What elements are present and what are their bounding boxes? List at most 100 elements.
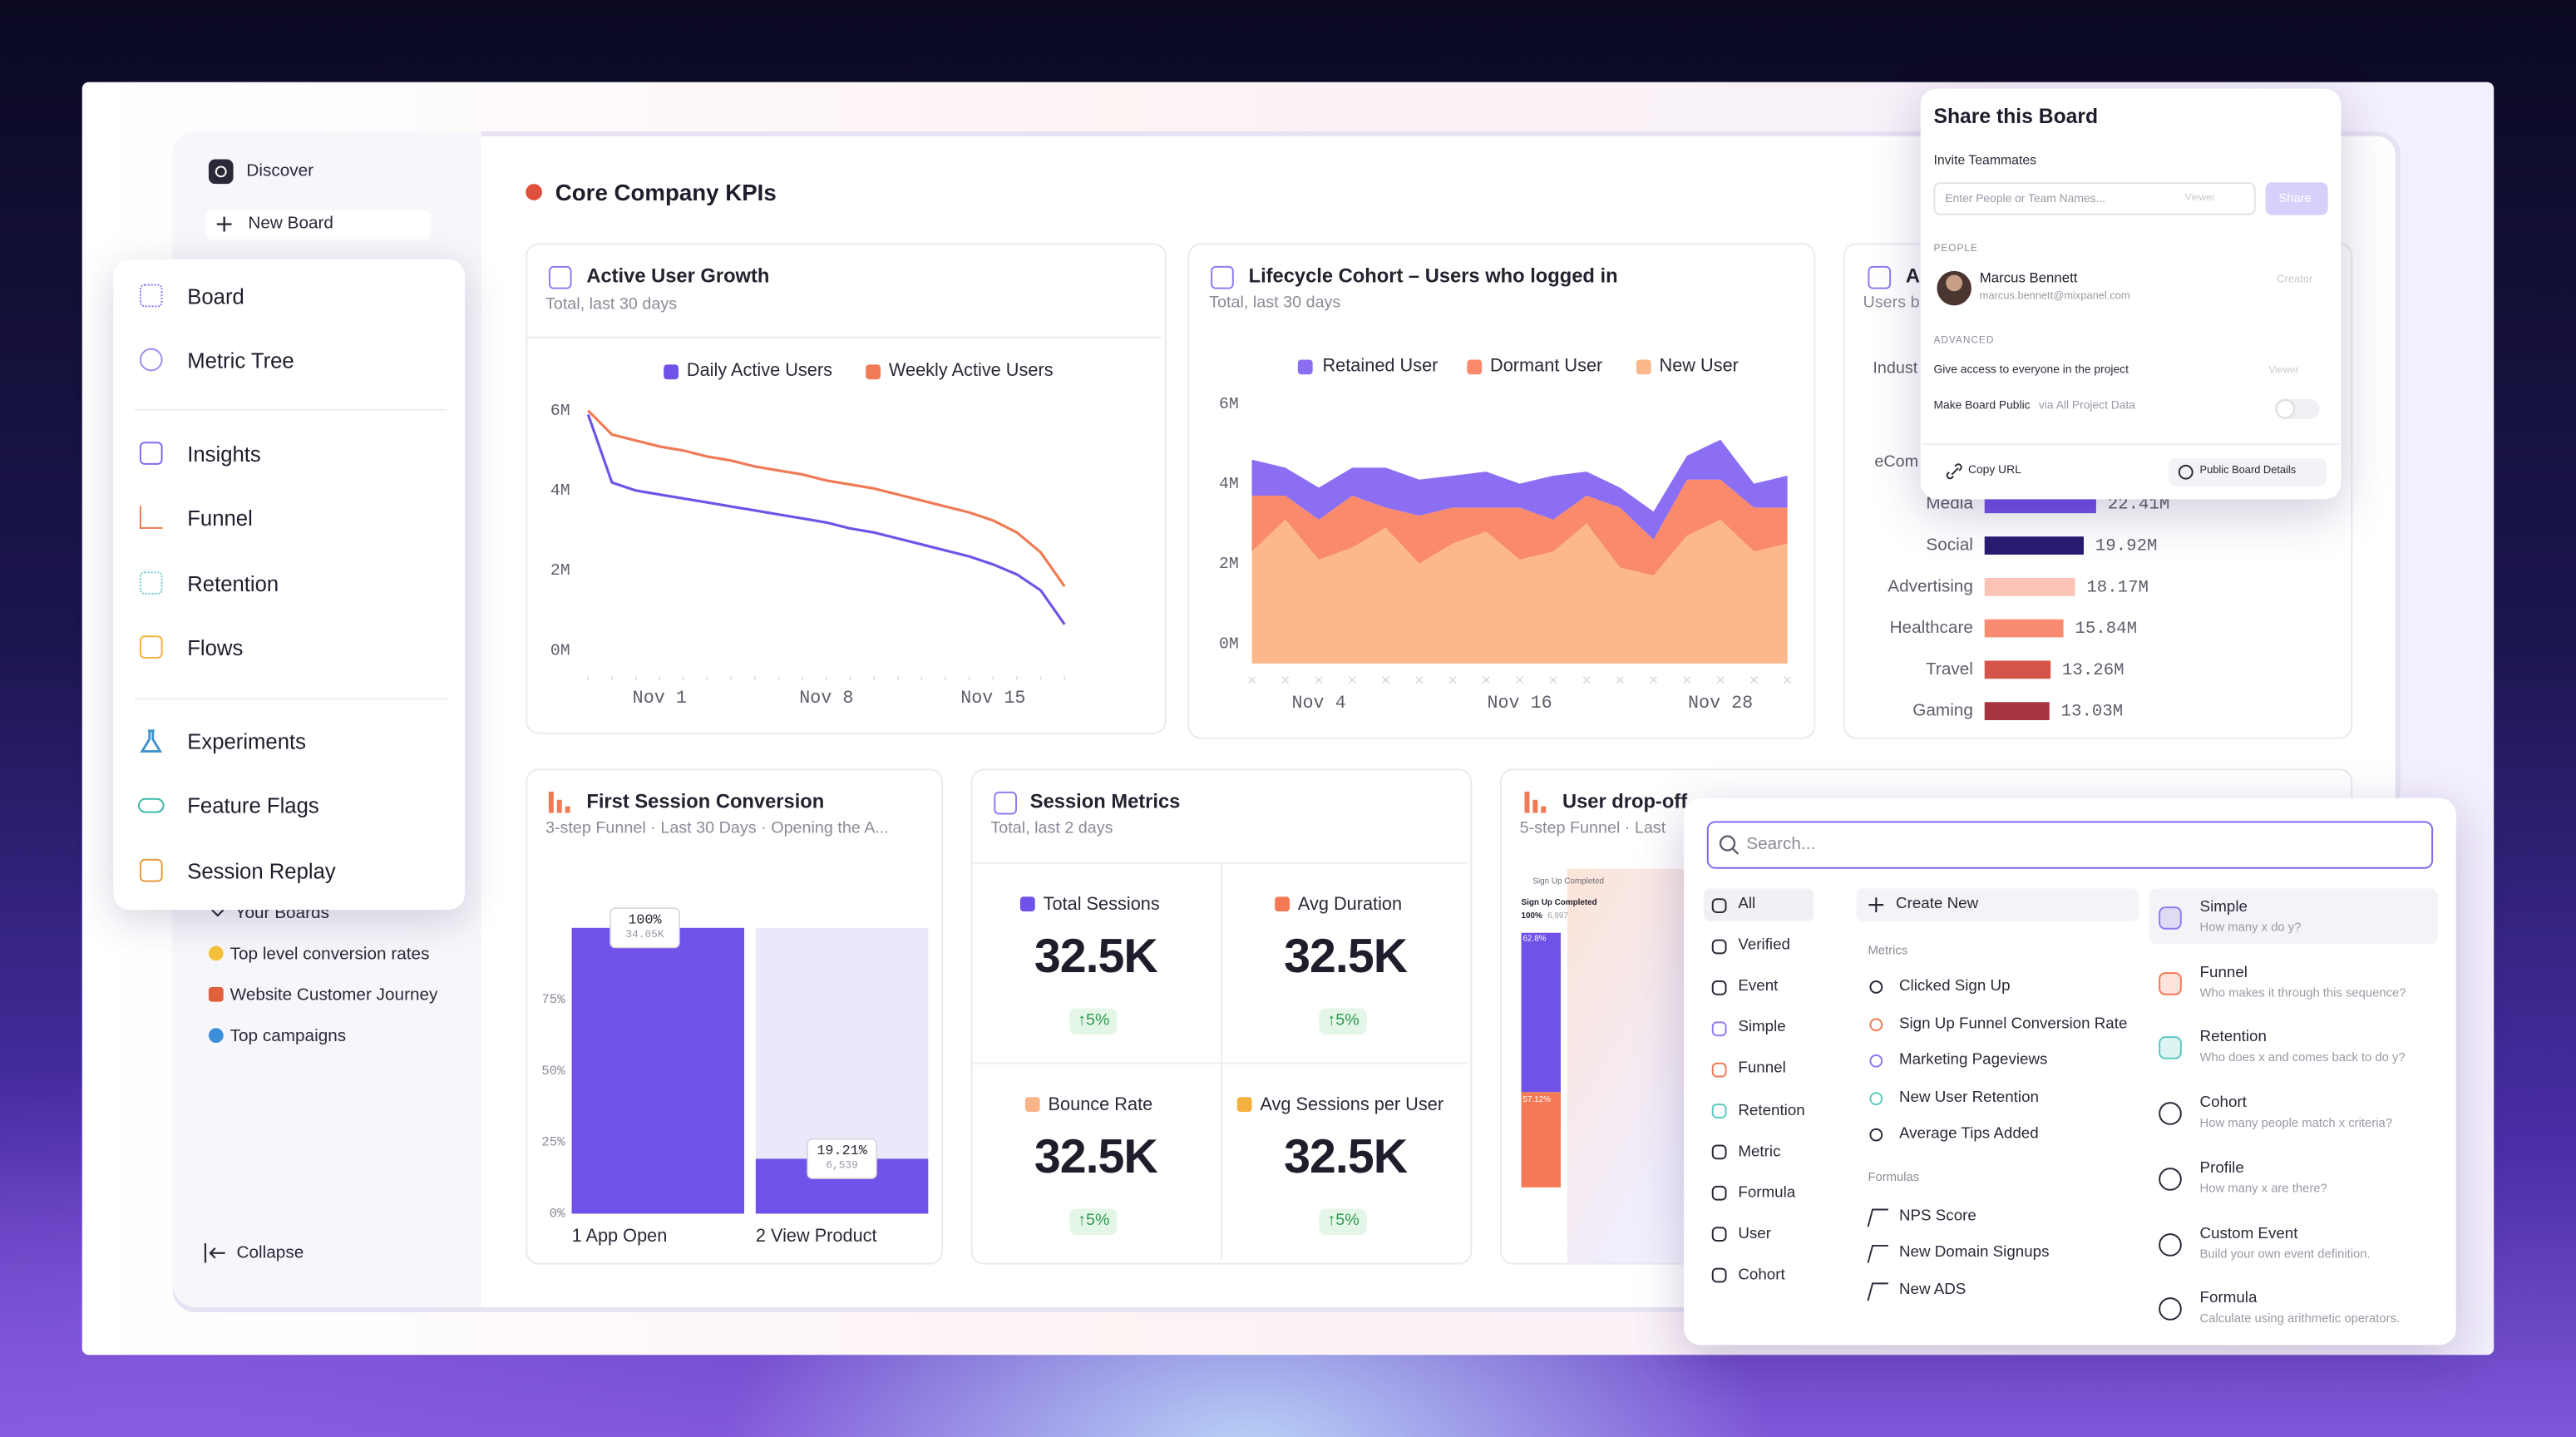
legend-label: Daily Active Users (686, 361, 833, 382)
type-name[interactable]: Formula (2199, 1289, 2258, 1308)
filter-item[interactable]: Metric (1738, 1142, 1781, 1161)
card-subtitle: Users b (1863, 294, 1920, 313)
drop-off-step-count: 6,997 (1547, 911, 1568, 921)
card-subtitle: 5-step Funnel · Last (1519, 819, 1666, 838)
metric-item[interactable]: Sign Up Funnel Conversion Rate (1898, 1014, 2128, 1033)
plus-icon (216, 216, 232, 232)
value-label-box (609, 907, 680, 949)
metric-value: 32.5K (1284, 931, 1408, 984)
copy-url-button[interactable]: Copy URL (1967, 464, 2021, 477)
collapse-button[interactable]: Collapse (236, 1242, 304, 1263)
invite-input[interactable] (1933, 182, 2256, 215)
filter-icon (1711, 1227, 1727, 1242)
formula-item[interactable]: New Domain Signups (1898, 1243, 2050, 1262)
nav-item[interactable]: Board (187, 284, 244, 309)
invite-placeholder[interactable]: Enter People or Team Names... (1945, 194, 2106, 205)
metric-item[interactable]: Clicked Sign Up (1898, 977, 2011, 995)
board-link[interactable]: Top campaigns (229, 1026, 347, 1046)
type-icon (2159, 1167, 2182, 1191)
create-new-button[interactable] (1856, 888, 2139, 921)
divider (135, 698, 447, 700)
feature-flags-icon (137, 798, 165, 813)
filter-item[interactable]: All (1738, 895, 1756, 914)
metric-item[interactable]: Average Tips Added (1898, 1124, 2039, 1143)
funnel-icon (139, 506, 163, 529)
board-link[interactable]: Website Customer Journey (229, 985, 438, 1005)
filter-item[interactable]: Verified (1738, 936, 1790, 955)
metric-item[interactable]: New User Retention (1898, 1088, 2039, 1107)
formula-item[interactable]: NPS Score (1898, 1207, 1976, 1226)
type-name[interactable]: Retention (2199, 1029, 2267, 1047)
type-name[interactable]: Custom Event (2199, 1224, 2298, 1242)
role-select[interactable]: Viewer (2184, 194, 2215, 204)
type-icon (2159, 971, 2182, 995)
metric-name: Bounce Rate (1048, 1095, 1153, 1115)
x-tick (1749, 676, 1758, 684)
new-board-button[interactable] (205, 210, 431, 240)
chevron-icon (211, 909, 225, 917)
search-placeholder[interactable]: Search... (1746, 834, 1816, 854)
type-name[interactable]: Cohort (2199, 1094, 2247, 1113)
type-name[interactable]: Profile (2199, 1158, 2244, 1178)
search-input[interactable] (1706, 821, 2434, 869)
legend-label: New User (1659, 356, 1739, 377)
filter-icon (1711, 1062, 1727, 1078)
y-tick-label: 0M (1219, 635, 1239, 653)
value-label: 19.21% (817, 1143, 867, 1159)
bar (1984, 619, 2064, 638)
nav-item[interactable]: Flows (187, 635, 244, 660)
nav-item[interactable]: Feature Flags (187, 793, 319, 818)
discover-icon-dot (215, 165, 227, 178)
board-link[interactable]: Top level conversion rates (229, 944, 430, 965)
new-board-label[interactable]: New Board (248, 213, 333, 234)
public-details-button[interactable] (2169, 457, 2327, 486)
metric-swatch (1275, 896, 1290, 912)
card-subtitle: Total, last 30 days (1209, 294, 1341, 313)
filter-item[interactable]: Cohort (1738, 1266, 1785, 1285)
filter-item[interactable]: User (1738, 1224, 1771, 1243)
filter-item[interactable]: Event (1738, 977, 1779, 996)
filter-icon (1711, 980, 1727, 995)
filter-item[interactable]: Retention (1738, 1101, 1805, 1119)
metric-change: ↑5% (1319, 1208, 1368, 1236)
type-name[interactable]: Simple (2199, 898, 2248, 916)
filter-item[interactable]: Simple (1738, 1018, 1786, 1037)
bar (1984, 536, 2084, 555)
type-name[interactable]: Funnel (2199, 963, 2248, 982)
advanced-heading: ADVANCED (1933, 336, 1995, 347)
nav-item[interactable]: Retention (187, 571, 279, 596)
type-description: Who makes it through this sequence? (2199, 985, 2406, 1000)
y-tick-label: 50% (541, 1064, 565, 1079)
create-new-label[interactable]: Create New (1896, 895, 1979, 914)
person-role: Creator (2277, 274, 2313, 286)
share-button[interactable] (2265, 182, 2328, 215)
formula-item[interactable]: New ADS (1898, 1280, 1967, 1299)
funnel-icon (1532, 799, 1538, 813)
x-tick-label: 1 App Open (572, 1225, 668, 1246)
nav-item[interactable]: Session Replay (187, 858, 336, 884)
project-role-select[interactable]: Viewer (2268, 366, 2299, 377)
card-title: Session Metrics (1029, 789, 1181, 813)
share-title: Share this Board (1933, 105, 2099, 129)
share-button-label[interactable]: Share (2278, 190, 2312, 205)
invite-label: Invite Teammates (1933, 152, 2037, 168)
nav-item[interactable]: Insights (187, 442, 261, 467)
public-details-label[interactable]: Public Board Details (2199, 464, 2297, 477)
nav-item[interactable]: Funnel (187, 506, 253, 531)
filter-item[interactable]: Formula (1738, 1183, 1796, 1202)
nav-item[interactable]: Experiments (187, 728, 306, 754)
metric-name: Avg Duration (1297, 895, 1403, 915)
nav-item[interactable]: Metric Tree (187, 348, 294, 373)
metric-icon (1869, 1054, 1883, 1068)
discover-link[interactable]: Discover (246, 160, 314, 181)
search-icon (1719, 835, 1740, 855)
card-title: Active User Growth (586, 264, 770, 288)
filter-item[interactable]: Funnel (1738, 1059, 1786, 1079)
bar (571, 927, 745, 1214)
metric-change: ↑5% (1069, 1208, 1118, 1236)
count-label: 34.05K (625, 928, 664, 941)
metric-item[interactable]: Marketing Pageviews (1898, 1050, 2048, 1069)
drop-off-step: Sign Up Completed (1521, 898, 1597, 909)
x-tick (1281, 676, 1290, 684)
